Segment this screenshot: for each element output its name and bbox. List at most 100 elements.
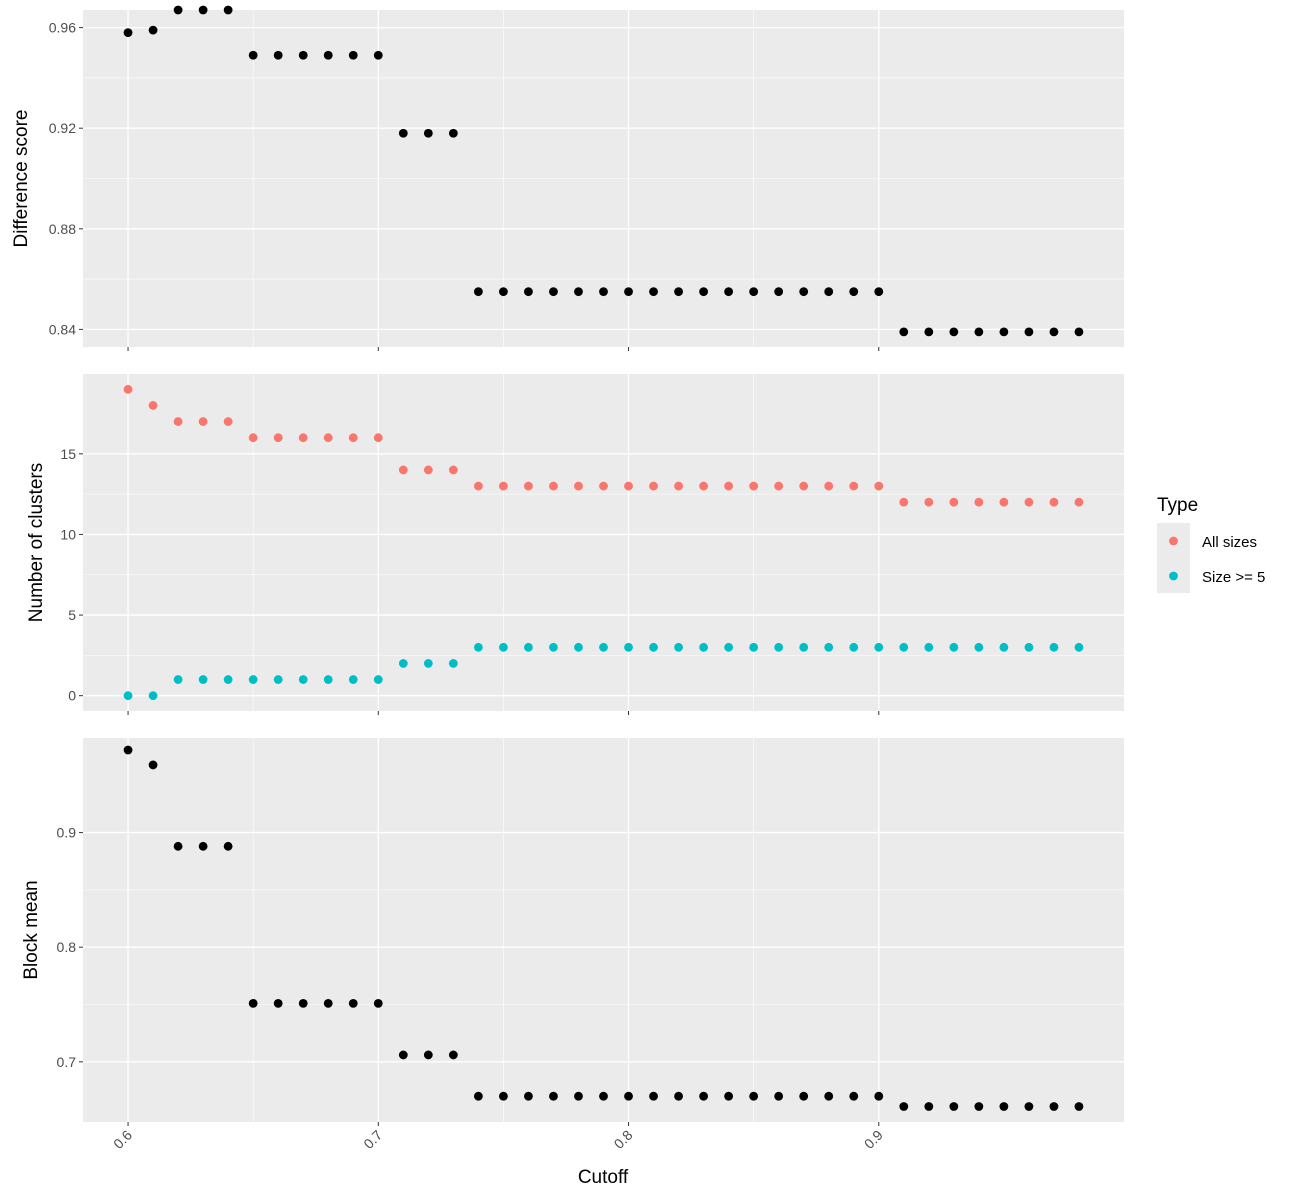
data-point [1024, 497, 1034, 507]
data-point [999, 1102, 1009, 1111]
data-point [298, 998, 308, 1008]
data-point [974, 642, 984, 652]
data-point [298, 675, 308, 684]
data-point [198, 841, 208, 851]
data-point [223, 841, 233, 851]
data-point [248, 50, 258, 60]
data-point [624, 287, 633, 297]
y-tick-label: 0.7 [57, 1054, 77, 1070]
data-point [974, 1102, 984, 1111]
data-point [924, 642, 934, 652]
data-point [874, 287, 884, 297]
data-point [724, 287, 734, 297]
data-point [749, 287, 759, 297]
data-point [248, 675, 258, 684]
data-point [473, 481, 483, 491]
data-point [974, 497, 984, 507]
data-point [574, 642, 583, 652]
data-point [924, 1102, 934, 1111]
data-point [148, 691, 158, 701]
data-point [599, 1091, 608, 1101]
data-point [499, 481, 508, 491]
y-axis-title: Block mean [21, 880, 42, 979]
data-point [423, 659, 433, 668]
data-point [123, 691, 133, 701]
data-point [949, 497, 959, 507]
data-point [899, 642, 909, 652]
data-point [949, 327, 959, 337]
y-tick-label: 0.9 [57, 825, 77, 841]
legend: Type All sizes Size >= 5 [1157, 495, 1265, 593]
legend-label: All sizes [1202, 534, 1257, 551]
y-tick-label: 0.84 [49, 321, 76, 337]
y-tick-label: 5 [68, 607, 76, 623]
data-point [849, 287, 859, 297]
data-point [273, 675, 283, 684]
data-point [524, 642, 533, 652]
y-tick-label: 10 [60, 526, 76, 542]
data-point [423, 465, 433, 475]
data-point [824, 287, 834, 297]
legend-key [1169, 571, 1178, 581]
data-point [448, 465, 458, 475]
data-point [198, 675, 208, 684]
data-point [849, 642, 859, 652]
data-point [824, 481, 834, 491]
data-point [348, 675, 358, 684]
data-point [549, 481, 558, 491]
data-point [974, 327, 984, 337]
data-point [724, 1091, 734, 1101]
data-point [373, 998, 383, 1008]
data-point [398, 659, 408, 668]
data-point [774, 287, 784, 297]
data-point [273, 998, 283, 1008]
data-point [599, 481, 608, 491]
data-point [198, 5, 208, 15]
data-point [223, 417, 233, 426]
y-tick-label: 0.96 [49, 20, 76, 36]
data-point [649, 481, 658, 491]
legend-title: Type [1157, 495, 1198, 516]
data-point [423, 1050, 433, 1060]
panel-2: 0 5 10 15 Number of clusters [26, 374, 1124, 715]
x-tick-label: 0.8 [611, 1127, 636, 1152]
data-point [348, 998, 358, 1008]
data-point [273, 50, 283, 60]
data-point [123, 745, 133, 755]
data-point [373, 50, 383, 60]
data-point [799, 287, 809, 297]
data-point [599, 287, 608, 297]
data-point [1074, 327, 1084, 337]
data-point [1074, 1102, 1084, 1111]
data-point [323, 998, 333, 1008]
y-tick-label: 0.88 [49, 221, 76, 237]
data-point [624, 642, 633, 652]
data-point [774, 1091, 784, 1101]
legend-label: Size >= 5 [1202, 569, 1265, 586]
data-point [524, 287, 533, 297]
data-point [824, 1091, 834, 1101]
data-point [524, 1091, 533, 1101]
panel-1: 0.84 0.88 0.92 0.96 Difference score [11, 5, 1124, 351]
data-point [799, 481, 809, 491]
data-point [724, 481, 734, 491]
data-point [323, 675, 333, 684]
data-point [373, 675, 383, 684]
data-point [499, 642, 508, 652]
data-point [774, 481, 784, 491]
y-tick-label: 0.8 [57, 939, 77, 955]
y-tick-label: 0.92 [49, 120, 76, 136]
data-point [323, 433, 333, 443]
data-point [273, 433, 283, 443]
data-point [1074, 642, 1084, 652]
data-point [473, 642, 483, 652]
data-point [549, 1091, 558, 1101]
data-point [999, 497, 1009, 507]
data-point [624, 1091, 633, 1101]
data-point [448, 659, 458, 668]
data-point [448, 128, 458, 138]
x-tick-label: 0.7 [360, 1127, 385, 1152]
data-point [874, 1091, 884, 1101]
data-point [574, 1091, 583, 1101]
data-point [874, 481, 884, 491]
